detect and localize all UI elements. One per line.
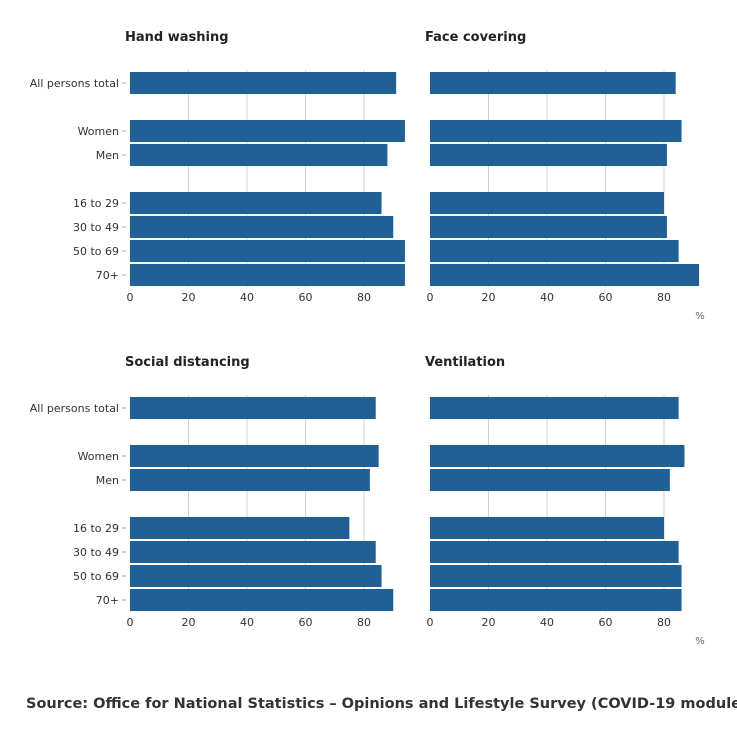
panel-title-hand-washing: Hand washing (125, 30, 229, 45)
x-tick-label: 80 (657, 616, 671, 629)
category-label: 70+ (96, 269, 119, 282)
bar-ventilation-2 (430, 469, 670, 491)
bar-hand-washing-1 (130, 120, 405, 142)
x-tick-label: 20 (482, 291, 496, 304)
category-label: 30 to 49 (73, 546, 119, 559)
bar-hand-washing-4 (130, 216, 394, 238)
bar-social-distancing-3 (130, 517, 350, 539)
bar-social-distancing-2 (130, 469, 370, 491)
x-axis-unit: % (695, 311, 705, 322)
bar-hand-washing-5 (130, 240, 405, 262)
x-tick-label: 60 (599, 291, 613, 304)
bar-ventilation-3 (430, 517, 664, 539)
x-tick-label: 40 (240, 616, 254, 629)
bar-face-covering-5 (430, 240, 679, 262)
bar-social-distancing-6 (130, 589, 394, 611)
bar-face-covering-3 (430, 192, 664, 214)
x-tick-label: 40 (540, 616, 554, 629)
bar-hand-washing-3 (130, 192, 382, 214)
x-tick-label: 80 (657, 291, 671, 304)
bar-social-distancing-1 (130, 445, 379, 467)
x-tick-label: 40 (240, 291, 254, 304)
bar-face-covering-0 (430, 72, 676, 94)
bar-face-covering-4 (430, 216, 667, 238)
category-label: Men (96, 149, 119, 162)
category-label: 70+ (96, 594, 119, 607)
bar-face-covering-2 (430, 144, 667, 166)
category-label: 16 to 29 (73, 522, 119, 535)
bar-social-distancing-5 (130, 565, 382, 587)
x-axis-unit: % (695, 636, 705, 647)
x-tick-label: 40 (540, 291, 554, 304)
x-tick-label: 20 (182, 291, 196, 304)
category-label: All persons total (30, 402, 119, 415)
category-label: Men (96, 474, 119, 487)
x-tick-label: 80 (357, 616, 371, 629)
x-tick-label: 0 (427, 616, 434, 629)
category-label: 50 to 69 (73, 245, 119, 258)
category-label: Women (78, 450, 119, 463)
source-note: Source: Office for National Statistics –… (26, 696, 737, 712)
bar-face-covering-1 (430, 120, 682, 142)
bar-ventilation-1 (430, 445, 685, 467)
bar-hand-washing-0 (130, 72, 397, 94)
x-tick-label: 20 (182, 616, 196, 629)
category-label: All persons total (30, 77, 119, 90)
bar-social-distancing-0 (130, 397, 376, 419)
bar-ventilation-5 (430, 565, 682, 587)
panel-title-ventilation: Ventilation (425, 355, 505, 370)
category-label: 30 to 49 (73, 221, 119, 234)
x-tick-label: 80 (357, 291, 371, 304)
category-label: 50 to 69 (73, 570, 119, 583)
bar-hand-washing-6 (130, 264, 405, 286)
category-label: Women (78, 125, 119, 138)
bar-face-covering-6 (430, 264, 700, 286)
panel-title-face-covering: Face covering (425, 30, 526, 45)
bar-ventilation-4 (430, 541, 679, 563)
x-tick-label: 60 (299, 616, 313, 629)
x-tick-label: 60 (599, 616, 613, 629)
category-label: 16 to 29 (73, 197, 119, 210)
bar-ventilation-0 (430, 397, 679, 419)
x-tick-label: 20 (482, 616, 496, 629)
bar-hand-washing-2 (130, 144, 388, 166)
x-tick-label: 60 (299, 291, 313, 304)
x-tick-label: 0 (127, 291, 134, 304)
bar-ventilation-6 (430, 589, 682, 611)
panel-title-social-distancing: Social distancing (125, 355, 250, 370)
x-tick-label: 0 (127, 616, 134, 629)
x-tick-label: 0 (427, 291, 434, 304)
bar-social-distancing-4 (130, 541, 376, 563)
